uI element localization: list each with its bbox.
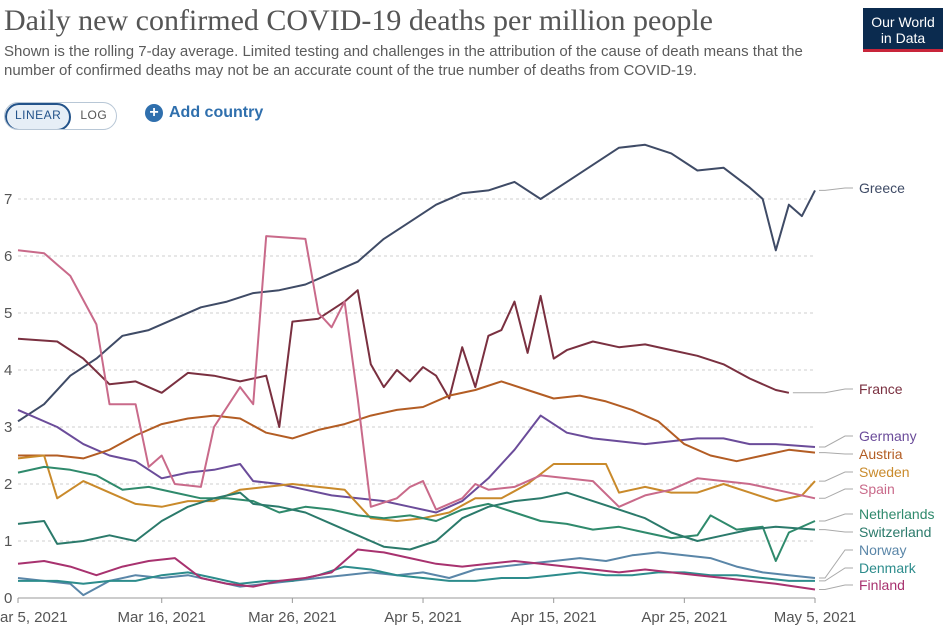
legend-label-sweden: Sweden (859, 464, 910, 480)
legend-connector-switzerland (819, 529, 853, 533)
y-tick-label-0: 0 (4, 590, 12, 607)
legend-connector-norway (819, 549, 853, 579)
y-tick-label-2: 2 (4, 476, 12, 493)
legend-connector-greece (819, 187, 853, 191)
x-tick-label-2: Mar 26, 2021 (248, 609, 336, 626)
legend-label-austria: Austria (859, 446, 903, 462)
legend-label-spain: Spain (859, 481, 895, 497)
series-line-switzerland (17, 491, 816, 551)
y-tick-label-3: 3 (4, 419, 12, 436)
legend-connector-germany (819, 435, 853, 448)
series-line-germany (17, 408, 816, 514)
series-line-denmark (18, 565, 815, 585)
y-tick-label-4: 4 (4, 362, 12, 379)
x-tick-label-3: Apr 5, 2021 (384, 609, 462, 626)
series-line-finland (17, 548, 816, 591)
legend-label-greece: Greece (859, 180, 905, 196)
y-tick-label-7: 7 (4, 191, 12, 208)
legend-connector-austria (819, 452, 853, 455)
legend-label-denmark: Denmark (859, 560, 917, 576)
chart-title: Daily new confirmed COVID-19 deaths per … (4, 4, 713, 37)
x-tick-label-0: ar 5, 2021 (0, 609, 68, 626)
scale-toggle[interactable]: LINEAR LOG (4, 102, 118, 130)
legend-label-switzerland: Switzerland (859, 524, 931, 540)
legend-label-france: France (859, 381, 903, 397)
legend-connector-france (792, 388, 853, 394)
add-country-label: Add country (169, 104, 264, 121)
legend-connector-netherlands (819, 513, 853, 522)
owid-logo[interactable]: Our World in Data (863, 8, 943, 52)
legend-connector-sweden (819, 471, 853, 482)
logo-line-1: Our World (871, 14, 935, 30)
series-line-greece (17, 143, 816, 423)
legend-label-finland: Finland (859, 577, 905, 593)
log-scale-button[interactable]: LOG (80, 108, 108, 122)
y-tick-label-1: 1 (4, 533, 12, 550)
legend-label-germany: Germany (859, 428, 917, 444)
x-tick-label-5: Apr 25, 2021 (641, 609, 727, 626)
x-tick-label-4: Apr 15, 2021 (511, 609, 597, 626)
x-tick-label-1: Mar 16, 2021 (118, 609, 206, 626)
legend-connector-spain (819, 488, 853, 499)
series-line-netherlands (17, 465, 816, 562)
legend-label-norway: Norway (859, 542, 906, 558)
plus-icon: + (145, 104, 163, 122)
y-tick-label-5: 5 (4, 305, 12, 322)
legend-label-netherlands: Netherlands (859, 506, 935, 522)
legend-connector-denmark (819, 567, 853, 582)
series-line-norway (17, 551, 816, 597)
linear-scale-button[interactable]: LINEAR (5, 103, 72, 129)
series-line-spain (17, 235, 816, 511)
chart-subtitle: Shown is the rolling 7-day average. Limi… (4, 43, 803, 79)
x-tick-label-6: May 5, 2021 (774, 609, 857, 626)
y-tick-label-6: 6 (4, 248, 12, 265)
series-line-austria (18, 380, 816, 463)
logo-line-2: in Data (880, 30, 926, 46)
legend-connector-finland (819, 584, 853, 590)
add-country-button[interactable]: + Add country (145, 104, 263, 122)
series-line-france (17, 289, 790, 428)
